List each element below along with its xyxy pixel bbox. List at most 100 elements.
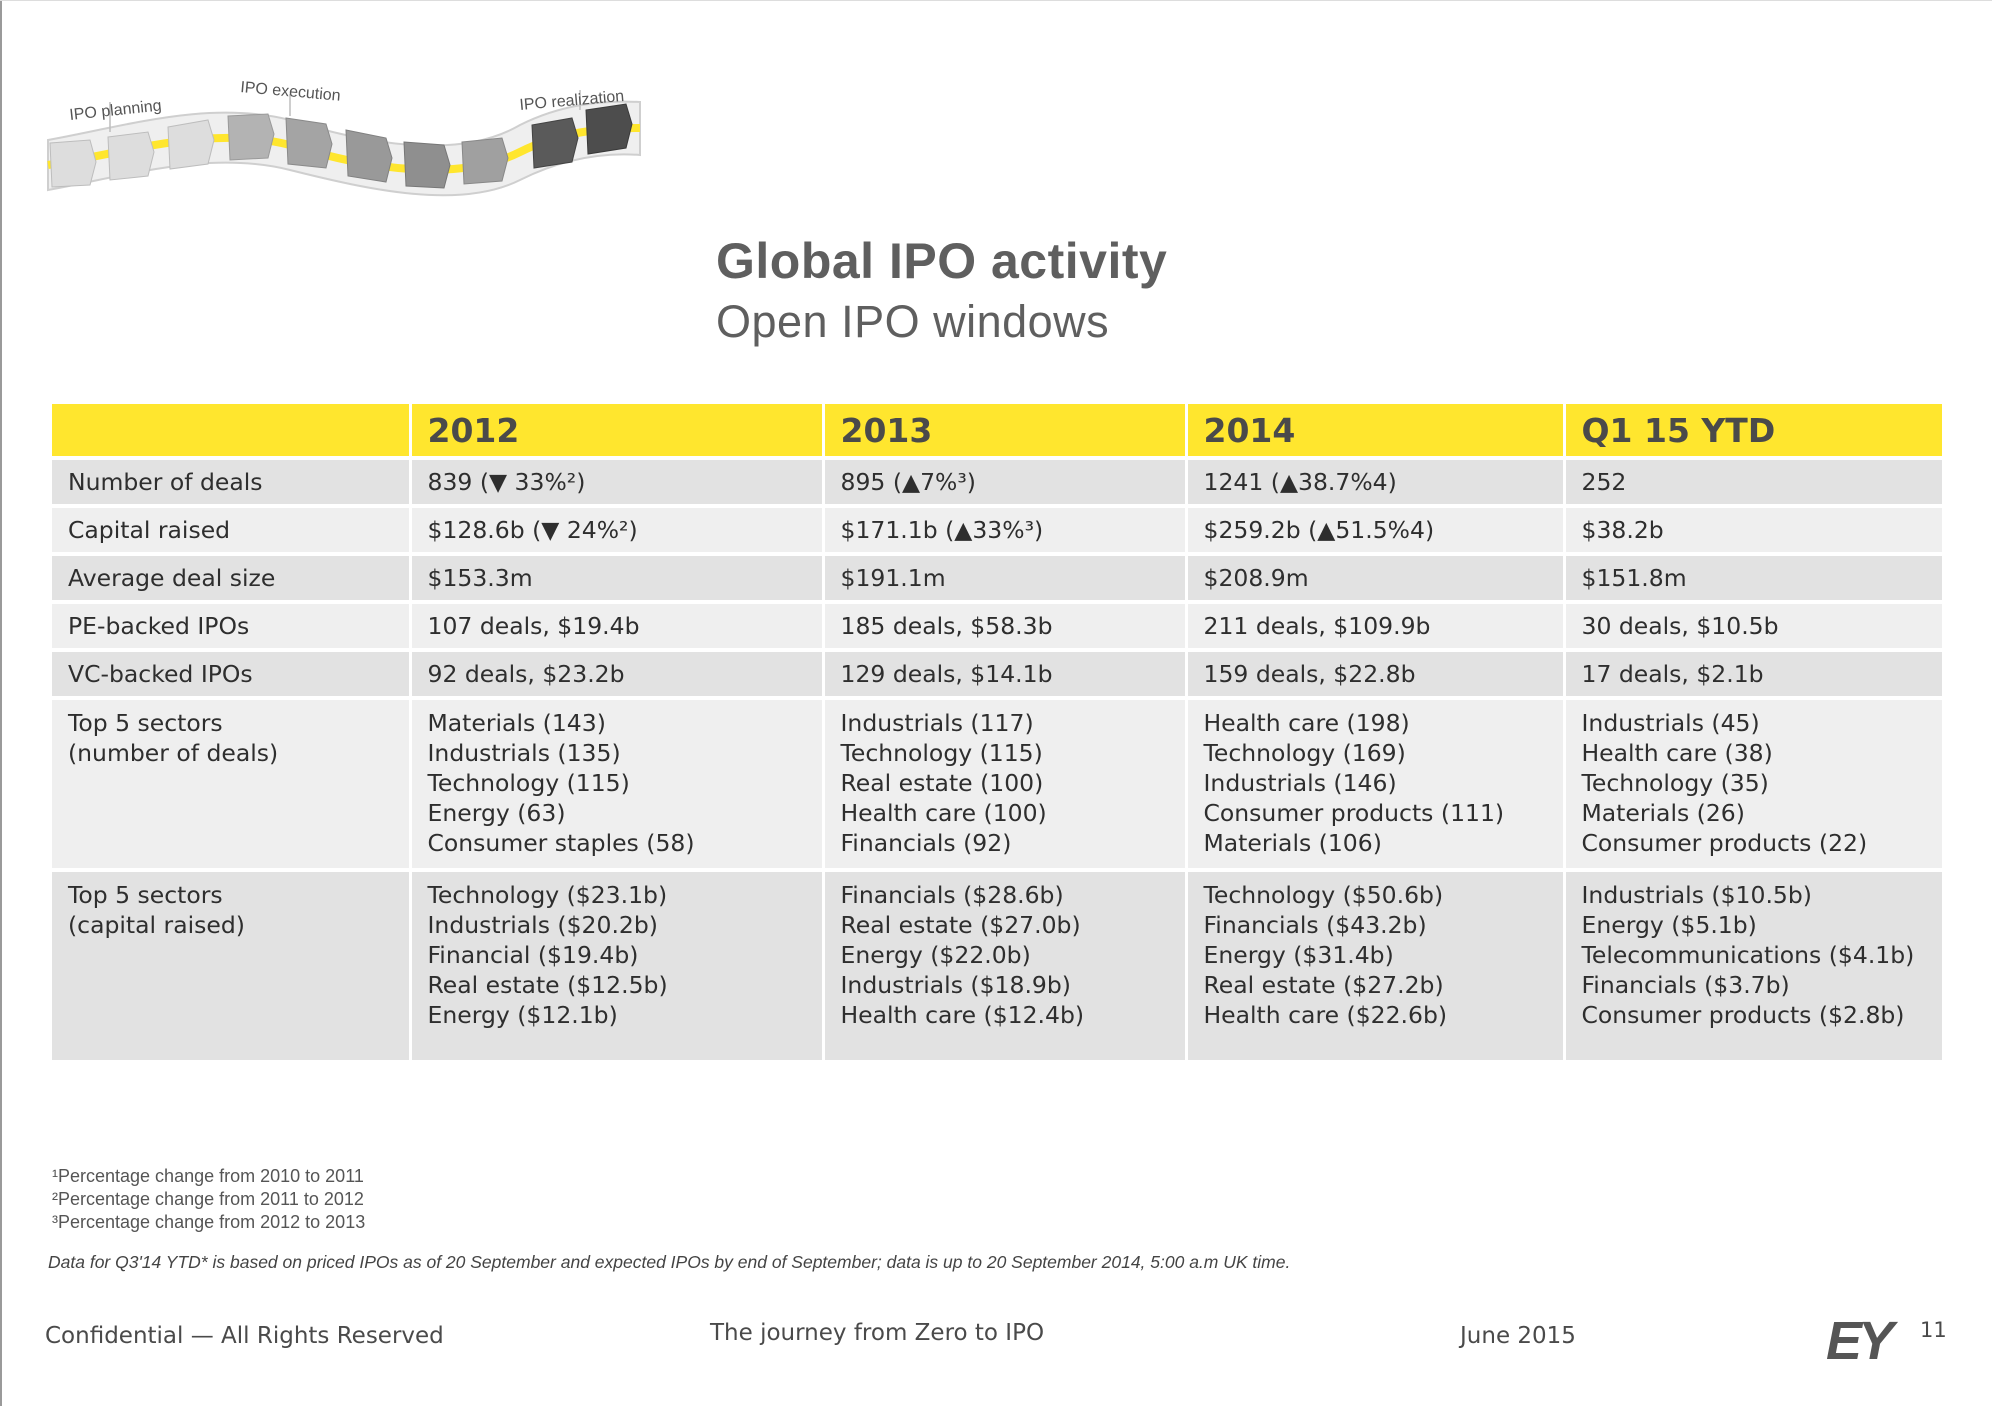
table-cell: 30 deals, $10.5b [1564, 602, 1942, 652]
footnote: ³Percentage change from 2012 to 2013 [52, 1212, 366, 1232]
table-cell: $191.1m [823, 554, 1188, 604]
cell-line: Real estate ($12.5b) [427, 971, 668, 999]
cell-line: Industrials (146) [1203, 769, 1397, 797]
table-cell: Technology ($50.6b) Financials ($43.2b) En… [1186, 870, 1566, 1064]
journey-block [585, 103, 633, 155]
table-cell: Industrials (45) Health care (38) Technolo… [1564, 698, 1942, 872]
table-cell: 252 [1564, 458, 1942, 508]
table-cell: $128.6b (▼ 24%²) [410, 506, 825, 556]
cell-line: 30 deals, $10.5b [1581, 612, 1779, 640]
column-header [52, 404, 412, 460]
footer-date: June 2015 [1460, 1323, 1576, 1349]
cell-line: Technology (35) [1581, 769, 1769, 797]
cell-line: 839 (▼ 33%²) [427, 468, 586, 496]
footnote: ²Percentage change from 2011 to 2012 [52, 1189, 364, 1209]
cell-line: 107 deals, $19.4b [427, 612, 640, 640]
journey-block [461, 137, 509, 185]
journey-blocks [49, 103, 633, 189]
cell-line: Real estate (100) [840, 769, 1044, 797]
table-cell: $153.3m [410, 554, 825, 604]
cell-line: 129 deals, $14.1b [840, 660, 1053, 688]
cell-line: Energy ($31.4b) [1203, 941, 1394, 969]
cell-line: 92 deals, $23.2b [427, 660, 625, 688]
table-row: Capital raised $128.6b (▼ 24%²) $171.1b (▲… [52, 506, 1942, 556]
left-border [0, 0, 2, 1406]
table-cell: 92 deals, $23.2b [410, 650, 825, 700]
cell-line: 252 [1581, 468, 1627, 496]
cell-line: Consumer products ($2.8b) [1581, 1001, 1905, 1029]
cell-line: Financials ($28.6b) [840, 881, 1064, 909]
cell-line: Health care (100) [840, 799, 1047, 827]
ipo-journey-graphic: IPO planning IPO execution IPO realizati… [47, 80, 641, 197]
journey-block [107, 131, 155, 181]
table-cell: 1241 (▲38.7%4) [1186, 458, 1566, 508]
cell-line: Industrials ($18.9b) [840, 971, 1071, 999]
table-header-row: 2012 2013 2014 Q1 15 YTD [52, 404, 1942, 460]
cell-line: Technology (115) [840, 739, 1043, 767]
cell-line: Health care (38) [1581, 739, 1773, 767]
table-cell: 211 deals, $109.9b [1186, 602, 1566, 652]
cell-line: Industrials (45) [1581, 709, 1760, 737]
cell-line: $153.3m [427, 564, 533, 592]
cell-line: Materials (26) [1581, 799, 1745, 827]
row-label-line: (capital raised) [68, 911, 245, 939]
cell-line: $191.1m [840, 564, 946, 592]
table-cell: $151.8m [1564, 554, 1942, 604]
table-row: Average deal size $153.3m $191.1m $208.9m $1… [52, 554, 1942, 604]
cell-line: Energy ($12.1b) [427, 1001, 618, 1029]
cell-line: Energy (63) [427, 799, 566, 827]
table-cell: 895 (▲7%³) [823, 458, 1188, 508]
table-cell: 129 deals, $14.1b [823, 650, 1188, 700]
table-row: Top 5 sectors (number of deals) Materials … [52, 698, 1942, 872]
cell-line: 185 deals, $58.3b [840, 612, 1053, 640]
cell-line: $151.8m [1581, 564, 1687, 592]
table-cell: 839 (▼ 33%²) [410, 458, 825, 508]
table-cell: Materials (143) Industrials (135) Technolo… [410, 698, 825, 872]
table-row: VC-backed IPOs 92 deals, $23.2b 129 deals,… [52, 650, 1942, 700]
cell-line: Technology (169) [1203, 739, 1406, 767]
row-label-line: (number of deals) [68, 739, 279, 767]
row-label: Capital raised [52, 506, 412, 556]
cell-line: $259.2b (▲51.5%4) [1203, 516, 1435, 544]
cell-line: 895 (▲7%³) [840, 468, 976, 496]
cell-line: Energy ($5.1b) [1581, 911, 1757, 939]
row-label-line: Average deal size [68, 564, 276, 592]
row-label-line: Capital raised [68, 516, 231, 544]
table-cell: $208.9m [1186, 554, 1566, 604]
cell-line: $128.6b (▼ 24%²) [427, 516, 638, 544]
cell-line: $38.2b [1581, 516, 1664, 544]
cell-line: $171.1b (▲33%³) [840, 516, 1044, 544]
journey-block [227, 113, 275, 161]
table-cell: Industrials ($10.5b) Energy ($5.1b) Teleco… [1564, 870, 1942, 1064]
cell-line: 159 deals, $22.8b [1203, 660, 1416, 688]
ey-logo: EY [1826, 1311, 1894, 1371]
row-label-line: Top 5 sectors [68, 709, 223, 737]
cell-line: 211 deals, $109.9b [1203, 612, 1431, 640]
page-title: Global IPO activity [716, 233, 1168, 289]
cell-line: 17 deals, $2.1b [1581, 660, 1764, 688]
cell-line: Consumer staples (58) [427, 829, 695, 857]
table-cell: Financials ($28.6b) Real estate ($27.0b) E… [823, 870, 1188, 1064]
cell-line: Consumer products (111) [1203, 799, 1505, 827]
journey-block [167, 119, 215, 170]
table-cell: $171.1b (▲33%³) [823, 506, 1188, 556]
row-label: VC-backed IPOs [52, 650, 412, 700]
table-cell: Technology ($23.1b) Industrials ($20.2b) F… [410, 870, 825, 1064]
row-label: PE-backed IPOs [52, 602, 412, 652]
footnotes: ¹Percentage change from 2010 to 2011 ²Pe… [52, 1165, 365, 1234]
cell-line: Technology (115) [427, 769, 630, 797]
table-row: Top 5 sectors (capital raised) Technology … [52, 870, 1942, 1064]
journey-block [345, 129, 393, 183]
table-cell: Industrials (117) Technology (115) Real es… [823, 698, 1188, 872]
cell-line: Financials ($43.2b) [1203, 911, 1427, 939]
cell-line: Financials (92) [840, 829, 1012, 857]
cell-line: Consumer products (22) [1581, 829, 1868, 857]
journey-block [531, 117, 579, 169]
table-cell: $38.2b [1564, 506, 1942, 556]
row-label-line: Top 5 sectors [68, 881, 223, 909]
cell-line: Industrials ($10.5b) [1581, 881, 1812, 909]
cell-line: Health care ($22.6b) [1203, 1001, 1448, 1029]
table-cell: 107 deals, $19.4b [410, 602, 825, 652]
table-row: Number of deals 839 (▼ 33%²) 895 (▲7%³) 124… [52, 458, 1942, 508]
row-label-line: Number of deals [68, 468, 263, 496]
